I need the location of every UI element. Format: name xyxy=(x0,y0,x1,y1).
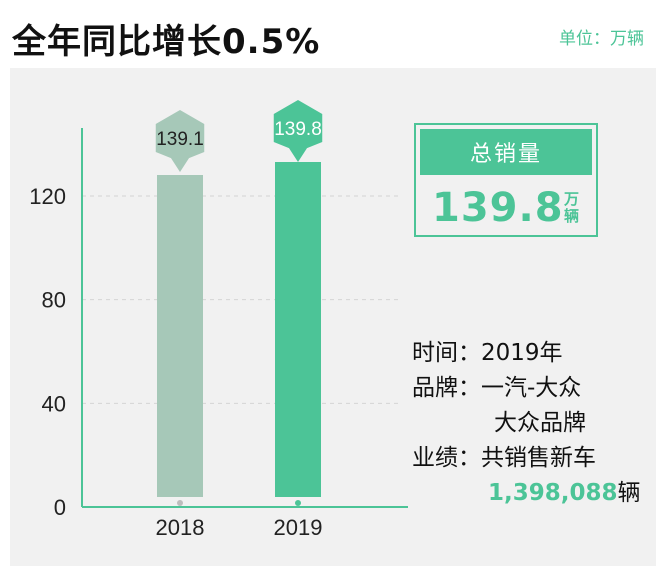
axis-marker xyxy=(295,500,301,506)
sales-row: 1,398,088辆 xyxy=(412,476,641,511)
x-tick-label: 2019 xyxy=(274,515,323,540)
bar-2018 xyxy=(157,175,203,497)
unit-char-2: 辆 xyxy=(564,207,580,225)
total-sales-value: 139.8 xyxy=(432,185,564,231)
time-value: 2019年 xyxy=(481,340,563,366)
total-sales-card: 总销量 139.8 万 辆 xyxy=(414,123,598,237)
page-title: 全年同比增长0.5% xyxy=(12,22,321,62)
total-sales-unit: 万 辆 xyxy=(564,191,584,225)
time-label: 时间： xyxy=(412,340,481,366)
y-tick-label: 0 xyxy=(54,495,66,520)
value-badge xyxy=(155,110,205,172)
info-block: 时间：2019年 品牌：一汽-大众 大众品牌 业绩：共销售新车 1,398,08… xyxy=(412,336,641,511)
brand-value-1: 一汽-大众 xyxy=(481,375,582,401)
brand-row-2: 大众品牌 xyxy=(412,406,641,441)
y-tick-label: 80 xyxy=(42,288,66,313)
x-tick-label: 2018 xyxy=(156,515,205,540)
brand-label: 品牌： xyxy=(412,375,481,401)
y-tick-label: 40 xyxy=(42,391,66,416)
value-label: 139.8 xyxy=(274,119,322,140)
time-row: 时间：2019年 xyxy=(412,336,641,371)
value-badge xyxy=(273,100,323,162)
y-tick-label: 120 xyxy=(29,184,66,209)
brand-row: 品牌：一汽-大众 xyxy=(412,371,641,406)
total-sales-label: 总销量 xyxy=(420,129,592,175)
unit-label: 单位：万辆 xyxy=(559,29,644,49)
unit-char-1: 万 xyxy=(564,190,580,208)
sales-number: 1,398,088 xyxy=(488,480,618,506)
value-label: 139.1 xyxy=(156,129,204,150)
bar-2019 xyxy=(275,162,321,497)
result-value: 共销售新车 xyxy=(481,445,596,471)
brand-value-2: 大众品牌 xyxy=(494,410,586,436)
axis-marker xyxy=(177,500,183,506)
sales-unit: 辆 xyxy=(617,480,641,506)
result-label: 业绩： xyxy=(412,445,481,471)
result-row: 业绩：共销售新车 xyxy=(412,441,641,476)
